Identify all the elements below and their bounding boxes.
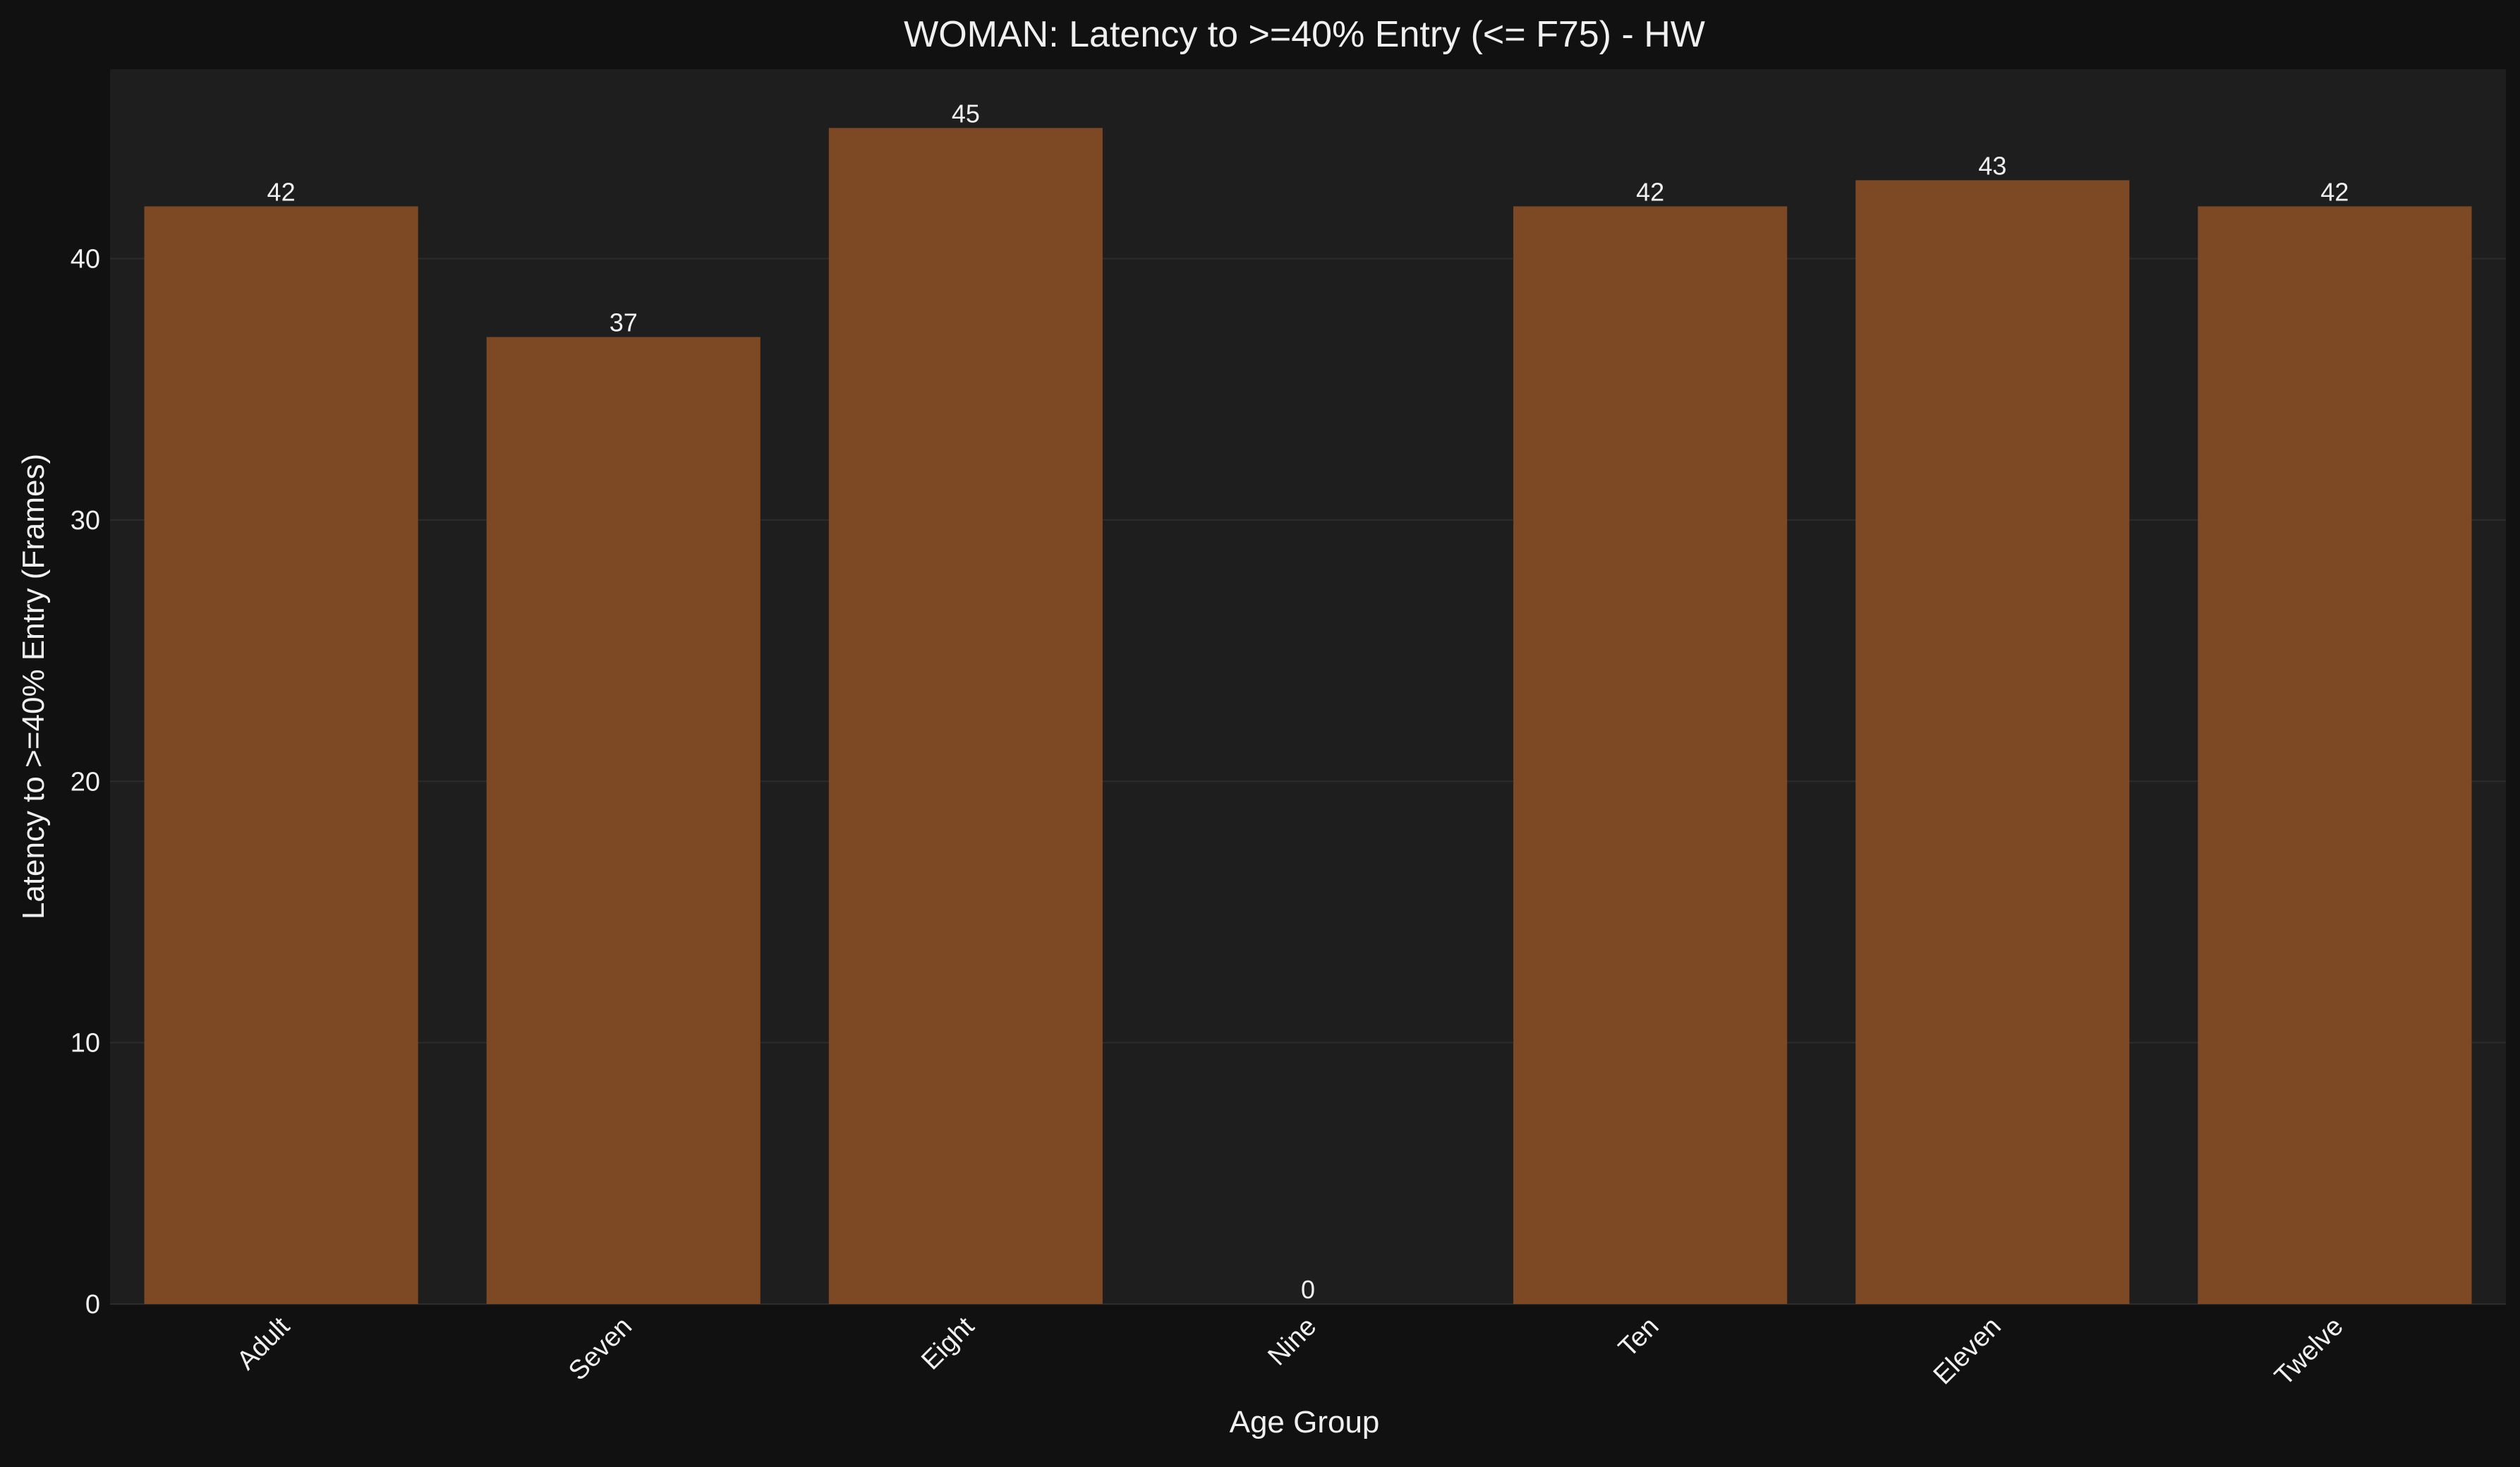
- axes-background: [110, 69, 2506, 1304]
- data-label-seven: 37: [610, 308, 638, 337]
- x-tick-label-ten: Ten: [1613, 1312, 1664, 1363]
- data-label-adult: 42: [267, 177, 296, 206]
- data-label-ten: 42: [1636, 177, 1664, 206]
- x-tick-label-eight: Eight: [916, 1311, 980, 1375]
- chart-title: WOMAN: Latency to >=40% Entry (<= F75) -…: [904, 14, 1705, 55]
- bar-adult: [144, 206, 418, 1304]
- bar-ten: [1513, 206, 1788, 1304]
- x-axis-ticks: Adult Seven Eight Nine Ten Eleven Twelve: [231, 1311, 2349, 1391]
- bars: [144, 128, 2472, 1304]
- data-label-eleven: 43: [1978, 151, 2006, 180]
- y-tick-label: 30: [71, 506, 100, 536]
- y-tick-label: 10: [71, 1029, 100, 1058]
- x-axis-label: Age Group: [1230, 1405, 1380, 1439]
- y-axis-ticks: 0 10 20 30 40: [71, 245, 100, 1320]
- y-tick-label: 0: [85, 1290, 100, 1320]
- x-tick-label-twelve: Twelve: [2269, 1312, 2349, 1391]
- data-label-nine: 0: [1301, 1275, 1315, 1304]
- bar-eight: [828, 128, 1103, 1304]
- data-labels: 42 37 45 0 42 43 42: [267, 99, 2349, 1304]
- data-label-twelve: 42: [2320, 177, 2349, 206]
- x-tick-label-seven: Seven: [563, 1312, 638, 1387]
- x-tick-label-nine: Nine: [1262, 1312, 1322, 1372]
- data-label-eight: 45: [952, 99, 980, 128]
- bar-eleven: [1855, 180, 2130, 1304]
- bar-seven: [486, 337, 761, 1304]
- y-tick-label: 20: [71, 767, 100, 797]
- x-tick-label-adult: Adult: [231, 1311, 296, 1375]
- x-tick-label-eleven: Eleven: [1928, 1312, 2007, 1391]
- y-axis-label: Latency to >=40% Entry (Frames): [16, 454, 51, 919]
- bar-twelve: [2198, 206, 2472, 1304]
- y-tick-label: 40: [71, 245, 100, 274]
